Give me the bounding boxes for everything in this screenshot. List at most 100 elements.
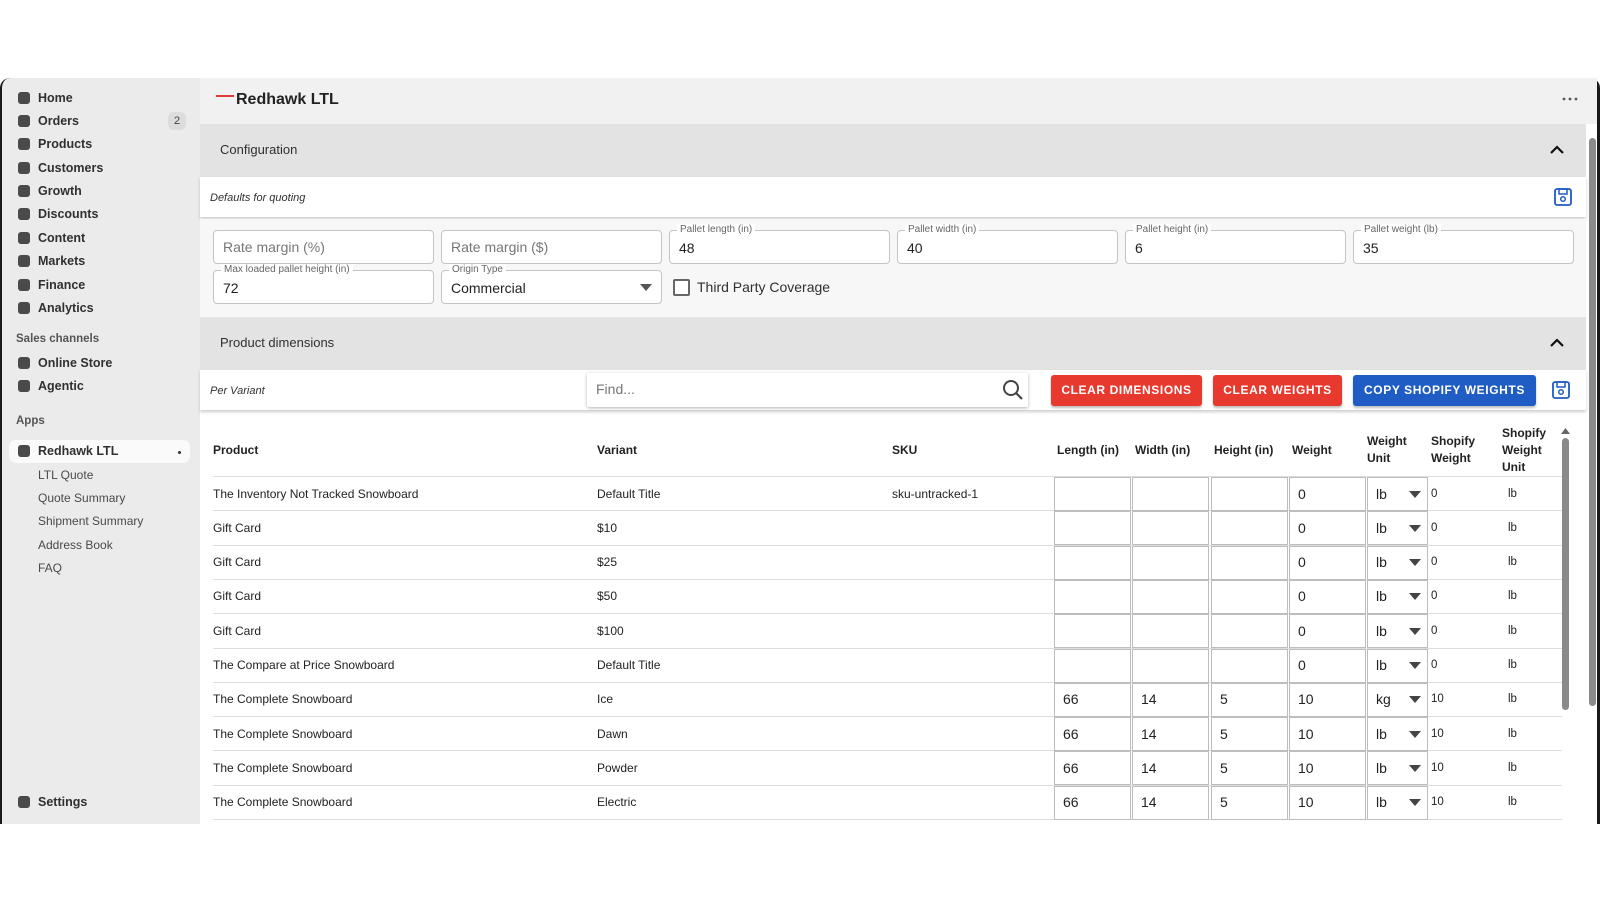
cell-input[interactable] (1289, 614, 1366, 649)
cell-text: 10 (1431, 693, 1444, 706)
cell-input[interactable] (1132, 751, 1209, 786)
text-field[interactable] (441, 230, 662, 264)
cell-input[interactable] (1211, 682, 1288, 717)
cell-value: lb (1376, 794, 1387, 811)
cell-input[interactable] (1211, 614, 1288, 649)
nav-item[interactable]: Orders (38, 114, 79, 128)
cell-input[interactable] (1132, 545, 1209, 580)
nav-item[interactable]: Products (38, 137, 93, 151)
nav-item[interactable]: Content (38, 231, 86, 245)
cell-input[interactable] (1289, 682, 1366, 717)
nav-icon (18, 380, 30, 392)
cell-value: 66 (1063, 725, 1079, 742)
cell-input[interactable] (1132, 614, 1209, 649)
save-icon[interactable] (1553, 187, 1573, 207)
nav-item[interactable]: Online Store (38, 356, 113, 370)
cell-input[interactable] (1054, 751, 1131, 786)
cell-text: 10 (1431, 796, 1444, 809)
dropdown-arrow (1409, 696, 1421, 704)
button[interactable]: COPY SHOPIFY WEIGHTS (1353, 375, 1536, 406)
cell-input[interactable] (1132, 785, 1209, 820)
cell-input[interactable] (1289, 579, 1366, 614)
cell-input[interactable] (1289, 648, 1366, 683)
cell-input[interactable] (1289, 545, 1366, 580)
nav-item[interactable]: Redhawk LTL (38, 444, 119, 458)
cell-input[interactable] (1211, 717, 1288, 752)
nav-item[interactable]: Analytics (38, 301, 94, 315)
cell-input[interactable] (1211, 785, 1288, 820)
checkbox[interactable] (673, 279, 690, 296)
cell-text: Gift Card (213, 520, 262, 535)
cell-input[interactable] (1289, 717, 1366, 752)
cell-input[interactable] (1132, 579, 1209, 614)
cell-value: 0 (1298, 657, 1306, 673)
cell-input[interactable] (1054, 614, 1131, 649)
more-menu[interactable] (1562, 96, 1578, 102)
cell-input[interactable] (1289, 751, 1366, 786)
cell-input[interactable] (1132, 648, 1209, 683)
column-header: Shopify Weight Unit (1502, 425, 1546, 474)
cell-input[interactable] (1054, 682, 1131, 717)
search-icon[interactable] (1002, 379, 1024, 401)
cell-input[interactable] (1132, 682, 1209, 717)
cell-text: The Complete Snowboard (213, 760, 353, 775)
cell-input[interactable] (1289, 511, 1366, 546)
button[interactable]: CLEAR DIMENSIONS (1051, 375, 1202, 406)
collapse-icon[interactable] (1549, 145, 1565, 155)
cell-input[interactable] (1054, 717, 1131, 752)
sub-nav-item[interactable]: Quote Summary (38, 491, 126, 505)
cell-input[interactable] (1132, 477, 1209, 511)
field-value: 6 (1135, 240, 1143, 256)
cell-input[interactable] (1054, 511, 1131, 546)
cell-text: lb (1508, 624, 1517, 637)
cell-select[interactable] (1367, 682, 1428, 717)
sub-nav-item[interactable]: LTL Quote (38, 468, 94, 482)
column-header: Height (in) (1214, 442, 1274, 457)
cell-input[interactable] (1054, 579, 1131, 614)
nav-item[interactable]: Settings (38, 795, 88, 809)
cell-input[interactable] (1289, 477, 1366, 511)
nav-icon (18, 232, 30, 244)
dropdown-arrow (1409, 627, 1421, 635)
cell-input[interactable] (1211, 751, 1288, 786)
nav-item[interactable]: Agentic (38, 379, 84, 393)
cell-input[interactable] (1054, 785, 1131, 820)
row-rule (213, 510, 1562, 512)
nav-item[interactable]: Customers (38, 161, 104, 175)
cell-input[interactable] (1211, 648, 1288, 683)
cell-input[interactable] (1054, 477, 1131, 511)
cell-value: 0 (1298, 485, 1306, 502)
cell-text: Gift Card (213, 555, 262, 570)
text-field[interactable] (897, 230, 1118, 264)
search-field[interactable] (587, 373, 1028, 407)
cell-text: Ice (597, 692, 614, 707)
cell-input[interactable] (1289, 785, 1366, 820)
cell-value: 0 (1298, 554, 1306, 571)
cell-value: lb (1376, 622, 1387, 639)
cell-input[interactable] (1211, 579, 1288, 614)
cell-input[interactable] (1054, 648, 1131, 683)
nav-icon (18, 255, 30, 267)
sub-nav-item[interactable]: Address Book (38, 538, 113, 552)
section-bar (200, 317, 1586, 370)
nav-item[interactable]: Finance (38, 278, 86, 292)
cell-text: The Complete Snowboard (213, 795, 353, 810)
nav-item[interactable]: Home (38, 91, 73, 105)
cell-input[interactable] (1054, 545, 1131, 580)
button[interactable]: CLEAR WEIGHTS (1213, 375, 1342, 406)
nav-item[interactable]: Growth (38, 184, 82, 198)
nav-item[interactable]: Discounts (38, 207, 99, 221)
cell-value: lb (1376, 759, 1387, 776)
cell-input[interactable] (1132, 717, 1209, 752)
text-field[interactable] (213, 230, 434, 264)
cell-input[interactable] (1211, 511, 1288, 546)
save-icon[interactable] (1551, 380, 1571, 400)
sub-nav-item[interactable]: Shipment Summary (38, 514, 144, 528)
nav-item[interactable]: Markets (38, 254, 86, 268)
sub-nav-item[interactable]: FAQ (38, 561, 63, 575)
cell-input[interactable] (1211, 477, 1288, 511)
collapse-icon[interactable] (1549, 338, 1565, 348)
cell-input[interactable] (1132, 511, 1209, 546)
cell-text: The Complete Snowboard (213, 692, 353, 707)
cell-input[interactable] (1211, 545, 1288, 580)
